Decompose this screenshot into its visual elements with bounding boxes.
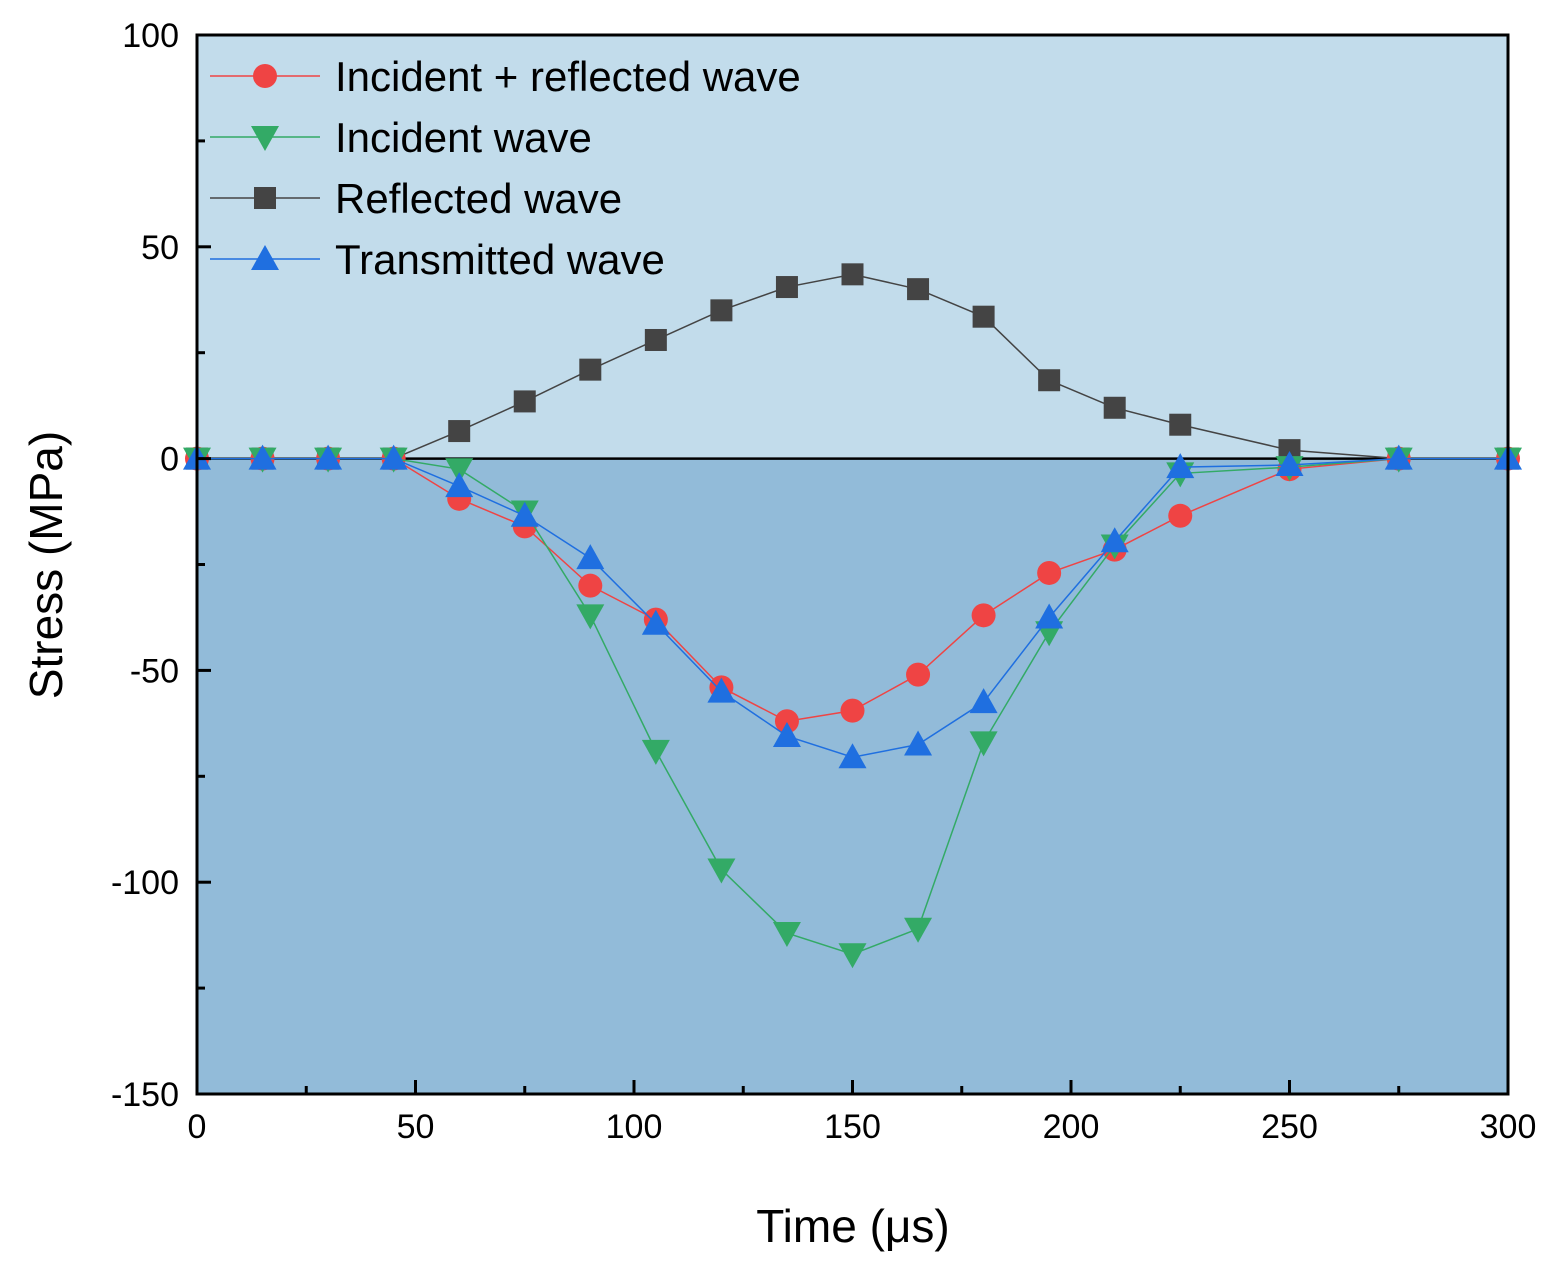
y-tick-label: 50 [141, 229, 179, 267]
data-point [772, 922, 801, 948]
data-point [971, 603, 996, 628]
data-point [969, 731, 998, 757]
y-tick-label: -50 [130, 652, 179, 690]
x-tick-label: 300 [1480, 1108, 1537, 1146]
legend-label: Transmitted wave [335, 236, 665, 283]
data-point [775, 276, 798, 299]
x-tick-label: 0 [188, 1108, 207, 1146]
negative-region [197, 458, 1508, 1095]
data-point [710, 299, 733, 322]
series-layer [183, 263, 1522, 969]
x-tick-label: 150 [824, 1108, 881, 1146]
data-point [904, 917, 933, 943]
data-point [707, 677, 736, 703]
data-point [1169, 413, 1192, 436]
legend-marker [251, 126, 279, 151]
data-point [838, 743, 867, 769]
positive-region [197, 35, 1508, 459]
data-point [1103, 396, 1126, 419]
series-transmitted-wave [183, 444, 1522, 769]
data-point [841, 263, 864, 286]
x-tick-label: 200 [1043, 1108, 1100, 1146]
legend-item: Incident + reflected wave [210, 53, 801, 100]
x-axis-title: Time (μs) [756, 1200, 949, 1252]
data-point [969, 688, 998, 714]
y-axis-title: Stress (MPa) [20, 431, 72, 699]
data-point [774, 709, 799, 734]
data-point [1037, 560, 1062, 585]
data-point [1168, 503, 1193, 528]
data-point [641, 609, 670, 635]
data-point [772, 722, 801, 748]
legend-item: Incident wave [210, 114, 592, 161]
data-point [972, 305, 995, 328]
data-point [1384, 444, 1413, 470]
plot-background [197, 35, 1508, 1095]
x-tick-label: 250 [1261, 1108, 1318, 1146]
data-point [1275, 450, 1304, 476]
data-point [576, 544, 605, 570]
data-point [907, 278, 930, 301]
x-tick-label: 100 [606, 1108, 663, 1146]
data-point [838, 943, 867, 969]
data-point [904, 730, 933, 756]
data-point [248, 444, 277, 470]
data-point [379, 444, 408, 470]
y-tick-label: 100 [122, 17, 179, 55]
data-point [641, 739, 670, 765]
data-point [578, 573, 603, 598]
data-point [1100, 527, 1129, 553]
data-point [579, 358, 602, 381]
y-tick-label: -150 [111, 1076, 179, 1114]
data-point [576, 604, 605, 630]
legend-marker [251, 245, 279, 270]
data-point [1035, 603, 1064, 629]
data-point [510, 501, 539, 527]
data-point [1166, 453, 1195, 479]
data-point [445, 472, 474, 498]
data-point [1038, 369, 1061, 392]
legend: Incident + reflected wave Incident wave Re… [210, 53, 801, 283]
legend-label: Incident wave [335, 114, 592, 161]
legend-item: Reflected wave [210, 175, 622, 222]
data-point [906, 662, 931, 687]
y-tick-label: 0 [160, 441, 179, 479]
data-point [445, 458, 474, 484]
legend-label: Incident + reflected wave [335, 53, 801, 100]
data-point [448, 420, 471, 443]
data-point [314, 444, 343, 470]
legend-item: Transmitted wave [210, 236, 665, 283]
y-tick-label: -100 [111, 864, 179, 902]
data-point [644, 328, 667, 351]
legend-marker [254, 187, 276, 209]
data-point [513, 390, 536, 413]
axes-layer: 0 50 100 150 200 250 300 100 50 0 -50 -100 -150 [111, 17, 1536, 1146]
legend-label: Reflected wave [335, 175, 622, 222]
x-tick-label: 50 [397, 1108, 435, 1146]
legend-marker [253, 64, 277, 88]
data-point [840, 698, 865, 723]
data-point [1278, 439, 1301, 462]
data-point [707, 858, 736, 884]
